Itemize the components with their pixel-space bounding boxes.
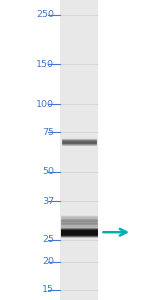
Text: 100: 100 <box>36 100 54 109</box>
Text: 250: 250 <box>36 10 54 19</box>
Text: 15: 15 <box>42 285 54 294</box>
Text: 50: 50 <box>42 167 54 176</box>
Text: 37: 37 <box>42 197 54 206</box>
Text: 25: 25 <box>42 235 54 244</box>
Text: 20: 20 <box>42 257 54 266</box>
Text: 150: 150 <box>36 60 54 69</box>
Text: 75: 75 <box>42 128 54 137</box>
Bar <box>60 0 98 300</box>
